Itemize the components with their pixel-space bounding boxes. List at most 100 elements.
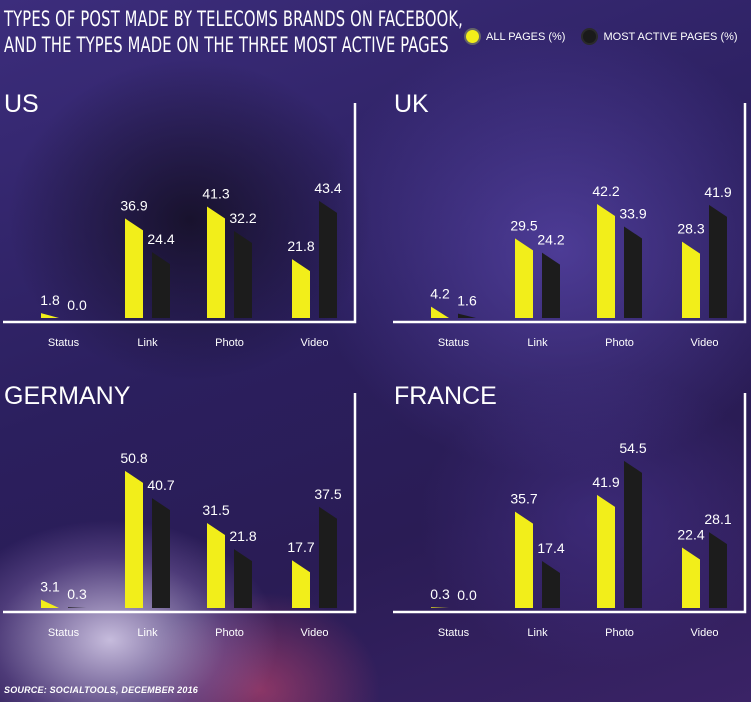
- data-label-us-photo-most-active: 32.2: [229, 210, 256, 226]
- category-label-uk-link: Link: [527, 337, 548, 349]
- bar-germany-link-most-active: [152, 498, 170, 608]
- bar-france-video-most-active: [709, 532, 727, 608]
- bar-germany-photo-most-active: [234, 549, 252, 608]
- chart-title: TYPES OF POST MADE BY TELECOMS BRANDS ON…: [4, 6, 463, 58]
- data-label-germany-link-most-active: 40.7: [147, 477, 174, 493]
- panel-title-uk: UK: [394, 90, 429, 118]
- bar-us-status-all-pages: [41, 313, 59, 318]
- data-label-germany-video-most-active: 37.5: [314, 486, 341, 502]
- axis-frame-uk: [393, 103, 747, 324]
- axis-frame-france: [393, 393, 747, 614]
- chart-panel-germany: GERMANY 3.1 0.3 Status 50.840.7 Link 31.521.8 P…: [3, 382, 357, 639]
- legend-item-most-active: MOST ACTIVE PAGES (%): [583, 30, 738, 43]
- data-label-germany-photo-most-active: 21.8: [229, 528, 256, 544]
- bar-france-photo-all-pages: [597, 494, 615, 608]
- data-label-uk-photo-most-active: 33.9: [619, 205, 646, 221]
- bar-germany-link-all-pages: [125, 470, 143, 608]
- category-label-germany-link: Link: [137, 627, 158, 639]
- data-label-france-status-most-active: 0.0: [457, 587, 477, 603]
- category-label-us-video: Video: [301, 337, 329, 349]
- data-label-us-link-most-active: 24.4: [147, 231, 174, 247]
- data-label-germany-link-all-pages: 50.8: [120, 450, 147, 466]
- bar-uk-link-most-active: [542, 252, 560, 318]
- data-label-france-status-all-pages: 0.3: [430, 586, 450, 602]
- data-label-uk-video-all-pages: 28.3: [677, 221, 704, 237]
- data-label-uk-video-most-active: 41.9: [704, 184, 731, 200]
- chart-panel-uk: UK 4.2 1.6 Status 29.524.2 Link 42.233.9 Photo 2…: [393, 90, 747, 349]
- bar-uk-link-all-pages: [515, 238, 533, 318]
- data-label-us-link-all-pages: 36.9: [120, 197, 147, 213]
- bar-germany-status-all-pages: [41, 599, 59, 608]
- legend-label-all-pages: ALL PAGES (%): [486, 30, 566, 43]
- category-label-uk-video: Video: [691, 337, 719, 349]
- data-label-france-photo-all-pages: 41.9: [592, 474, 619, 490]
- chart-title-line-1: TYPES OF POST MADE BY TELECOMS BRANDS ON…: [4, 7, 463, 31]
- panel-title-france: FRANCE: [394, 382, 497, 410]
- bar-uk-video-most-active: [709, 204, 727, 318]
- bar-germany-video-most-active: [319, 506, 337, 608]
- chart-panel-us: US 1.8 0.0 Status 36.9 24.4 Link 41.332.2 Photo 2…: [3, 90, 357, 349]
- panel-title-germany: GERMANY: [4, 382, 131, 410]
- source-note: SOURCE: SOCIALTOOLS, DECEMBER 2016: [4, 685, 198, 695]
- data-label-uk-link-all-pages: 29.5: [510, 217, 537, 233]
- bar-us-link-all-pages: [125, 218, 143, 318]
- bar-uk-status-all-pages: [431, 306, 449, 318]
- data-label-us-photo-all-pages: 41.3: [202, 185, 229, 201]
- data-label-us-status-most-active: 0.0: [67, 297, 87, 313]
- bar-uk-photo-all-pages: [597, 204, 615, 318]
- data-label-uk-status-most-active: 1.6: [457, 293, 477, 309]
- legend-swatch-all-pages: [466, 30, 479, 43]
- category-label-uk-photo: Photo: [605, 337, 634, 349]
- category-label-us-status: Status: [48, 337, 80, 349]
- data-label-france-link-all-pages: 35.7: [510, 491, 537, 507]
- panel-title-us: US: [4, 90, 39, 118]
- data-label-france-video-most-active: 28.1: [704, 511, 731, 527]
- data-label-us-video-most-active: 43.4: [314, 180, 341, 196]
- legend-item-all-pages: ALL PAGES (%): [466, 30, 565, 43]
- data-label-france-link-most-active: 17.4: [537, 540, 564, 556]
- bar-france-status-all-pages: [431, 607, 449, 608]
- axis-frame-germany: [3, 393, 357, 614]
- bar-uk-video-all-pages: [682, 241, 700, 318]
- bar-us-video-most-active: [319, 200, 337, 318]
- category-label-france-video: Video: [691, 627, 719, 639]
- data-label-uk-status-all-pages: 4.2: [430, 286, 450, 302]
- category-label-germany-photo: Photo: [215, 627, 244, 639]
- bar-france-photo-most-active: [624, 460, 642, 608]
- bar-us-photo-most-active: [234, 231, 252, 318]
- data-label-uk-photo-all-pages: 42.2: [592, 183, 619, 199]
- bar-france-link-most-active: [542, 561, 560, 608]
- category-label-germany-status: Status: [48, 627, 80, 639]
- legend: ALL PAGES (%) MOST ACTIVE PAGES (%): [466, 30, 738, 43]
- legend-swatch-most-active: [583, 30, 597, 43]
- category-label-france-link: Link: [527, 627, 548, 639]
- bar-us-link-most-active: [152, 252, 170, 318]
- bar-uk-photo-most-active: [624, 226, 642, 318]
- data-label-france-video-all-pages: 22.4: [677, 527, 704, 543]
- bar-us-video-all-pages: [292, 259, 310, 318]
- category-label-uk-status: Status: [438, 337, 470, 349]
- data-label-germany-status-most-active: 0.3: [67, 586, 87, 602]
- data-label-france-photo-most-active: 54.5: [619, 440, 646, 456]
- category-label-us-photo: Photo: [215, 337, 244, 349]
- data-label-us-status-all-pages: 1.8: [40, 292, 60, 308]
- data-label-germany-video-all-pages: 17.7: [287, 539, 314, 555]
- bar-germany-video-all-pages: [292, 560, 310, 608]
- chart-panel-france: FRANCE 0.3 0.0 Status 35.7 17.4 Link 41.9 54.5 Ph…: [393, 382, 747, 639]
- legend-label-most-active: MOST ACTIVE PAGES (%): [603, 30, 738, 43]
- bar-france-video-all-pages: [682, 547, 700, 608]
- bar-uk-status-most-active: [458, 313, 476, 318]
- category-label-france-status: Status: [438, 627, 470, 639]
- data-label-germany-status-all-pages: 3.1: [40, 579, 60, 595]
- category-label-france-photo: Photo: [605, 627, 634, 639]
- bar-france-link-all-pages: [515, 511, 533, 608]
- data-label-us-video-all-pages: 21.8: [287, 238, 314, 254]
- bar-germany-photo-all-pages: [207, 522, 225, 608]
- category-label-germany-video: Video: [301, 627, 329, 639]
- bar-us-photo-all-pages: [207, 206, 225, 318]
- category-label-us-link: Link: [137, 337, 158, 349]
- data-label-uk-link-most-active: 24.2: [537, 232, 564, 248]
- chart-title-line-2: AND THE TYPES MADE ON THE THREE MOST ACT…: [4, 33, 449, 57]
- bar-germany-status-most-active: [68, 607, 86, 608]
